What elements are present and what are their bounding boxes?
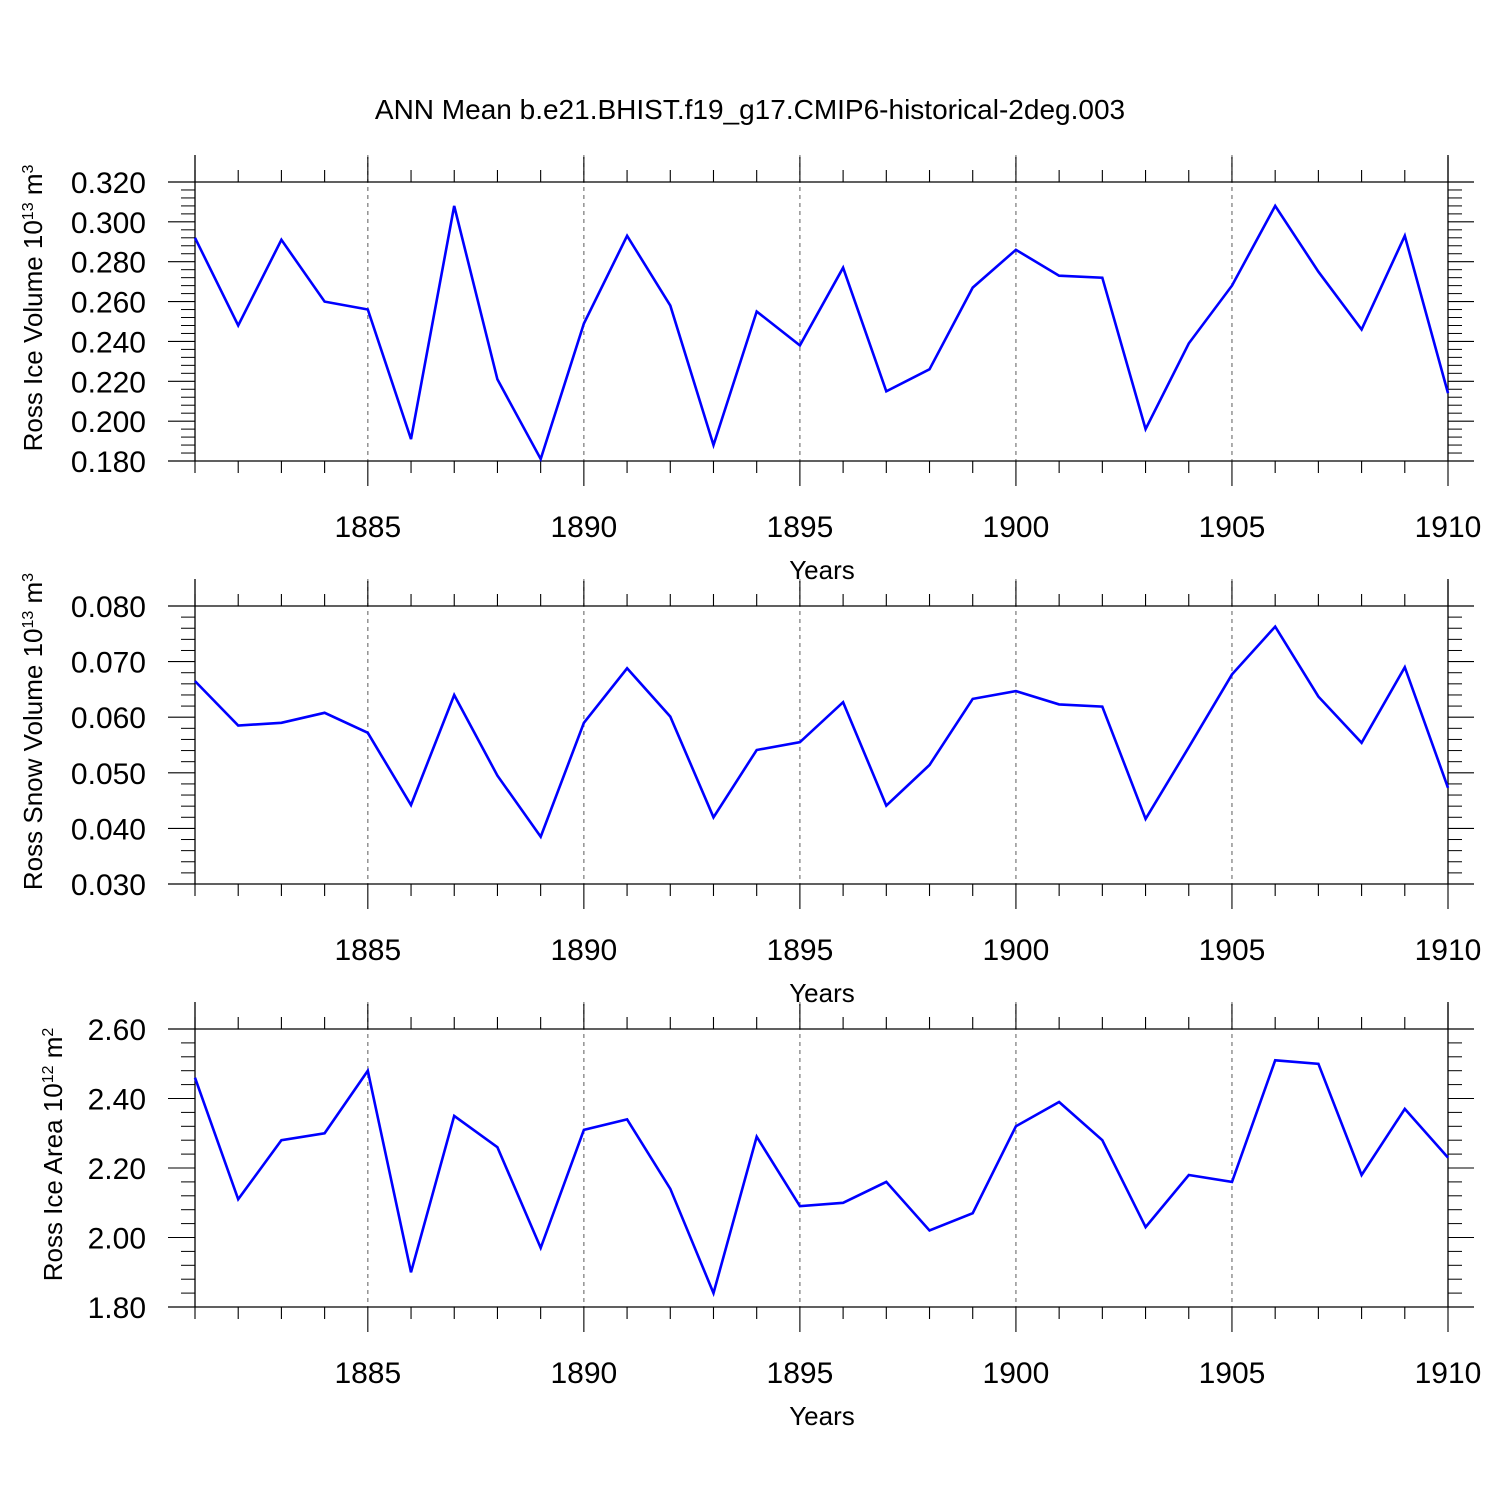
panel-ice-area: 1.80 2.00 2.20 2.40 2.60 1885 1890 1895 1900 1905…: [38, 1002, 1481, 1431]
y-tick-label: 0.030: [71, 869, 146, 902]
x-axis-label: Years: [789, 555, 855, 585]
y-tick-label: 2.00: [88, 1223, 146, 1256]
y-tick-label: 0.220: [71, 366, 146, 399]
x-axis-label: Years: [789, 1401, 855, 1431]
x-tick-label: 1885: [334, 934, 401, 967]
x-tick-label: 1900: [983, 1357, 1050, 1390]
y-label-exponent: 12: [40, 1065, 57, 1083]
y-tick-label: 2.40: [88, 1084, 146, 1117]
y-tick-label: 0.260: [71, 287, 146, 320]
x-tick-label: 1890: [550, 934, 617, 967]
y-tick-label: 0.080: [71, 591, 146, 624]
x-tick-label: 1910: [1415, 511, 1482, 544]
y-label-text: Ross Snow Volume 10: [18, 629, 48, 891]
x-tick-label: 1900: [983, 511, 1050, 544]
y-axis-label: Ross Snow Volume 1013 m3: [18, 573, 48, 890]
y-axis-label: Ross Ice Area 1012 m2: [38, 1028, 68, 1282]
y-tick-label: 0.280: [71, 247, 146, 280]
panel-snow-volume: 0.030 0.040 0.050 0.060 0.070 0.080 1885 1890 18…: [18, 573, 1481, 1008]
x-tick-label: 1895: [767, 934, 834, 967]
x-tick-label: 1900: [983, 934, 1050, 967]
y-tick-label: 0.180: [71, 446, 146, 479]
y-label-text: m: [18, 582, 48, 611]
y-label-text: m: [38, 1037, 68, 1066]
x-tick-label: 1905: [1199, 511, 1266, 544]
y-tick-label: 2.20: [88, 1153, 146, 1186]
y-label-text: m: [18, 173, 48, 202]
y-tick-label: 2.60: [88, 1014, 146, 1047]
series-line: [194, 624, 1450, 840]
x-tick-label: 1910: [1415, 934, 1482, 967]
y-tick-label: 0.070: [71, 647, 146, 680]
x-tick-label: 1890: [550, 1357, 617, 1390]
series-line: [193, 1058, 1449, 1298]
x-tick-label: 1885: [334, 511, 401, 544]
y-tick-label: 1.80: [88, 1292, 146, 1325]
x-axis-label: Years: [789, 978, 855, 1008]
y-label-text: Ross Ice Volume 10: [18, 220, 48, 451]
y-label-exponent: 13: [20, 611, 37, 629]
y-tick-label: 0.050: [71, 758, 146, 791]
x-tick-label: 1895: [767, 511, 834, 544]
y-tick-label: 0.200: [71, 406, 146, 439]
y-label-text: Ross Ice Area 10: [38, 1083, 68, 1281]
y-tick-label: 0.320: [71, 167, 146, 200]
y-label-exponent: 13: [20, 202, 37, 220]
panel-ice-volume: 0.180 0.200 0.220 0.240 0.260 0.280 0.300 0.320…: [18, 155, 1481, 585]
y-label-exponent: 2: [40, 1028, 57, 1037]
x-tick-label: 1905: [1199, 1357, 1266, 1390]
x-tick-label: 1890: [550, 511, 617, 544]
x-tick-label: 1910: [1415, 1357, 1482, 1390]
series-line: [193, 203, 1450, 463]
x-tick-label: 1885: [334, 1357, 401, 1390]
y-tick-label: 0.040: [71, 813, 146, 846]
y-tick-label: 0.240: [71, 326, 146, 359]
x-tick-label: 1895: [767, 1357, 834, 1390]
y-axis-label: Ross Ice Volume 1013 m3: [18, 164, 48, 451]
figure-title: ANN Mean b.e21.BHIST.f19_g17.CMIP6-histo…: [375, 94, 1125, 125]
x-tick-label: 1905: [1199, 934, 1266, 967]
y-tick-label: 0.060: [71, 702, 146, 735]
y-tick-label: 0.300: [71, 207, 146, 240]
y-label-exponent: 3: [20, 573, 37, 582]
y-label-exponent: 3: [20, 164, 37, 173]
